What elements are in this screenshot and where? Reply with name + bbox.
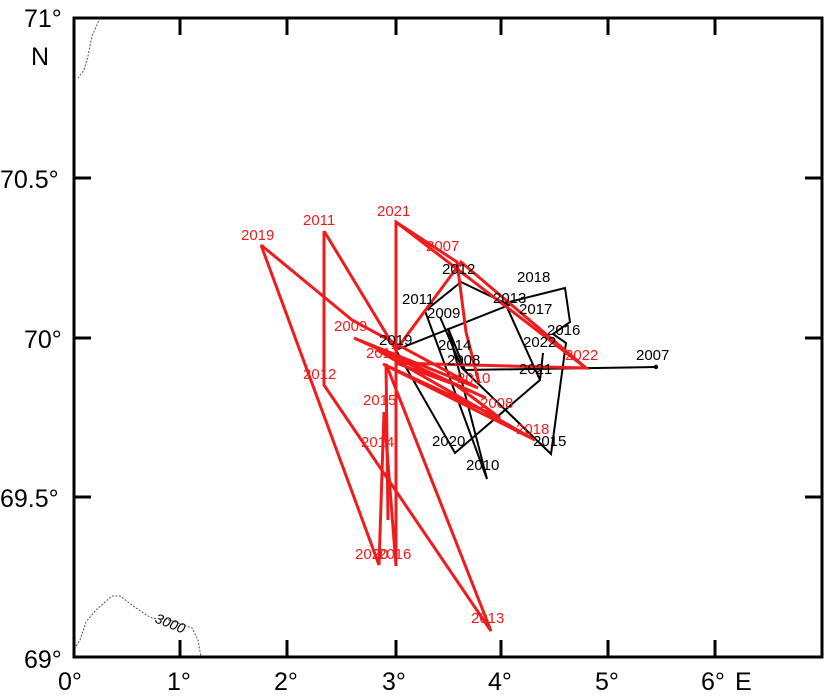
- red-label-2007: 2007: [426, 238, 459, 255]
- x-tick-1: 1°: [167, 668, 191, 696]
- red-label-2012: 2012: [303, 366, 336, 383]
- axis-ticks: [74, 18, 822, 657]
- black-year-labels: 2007 2008 2009 2010 2011 2012 2013 2014 …: [379, 261, 669, 474]
- black-label-2021: 2021: [519, 361, 552, 378]
- red-label-2017: 2017: [366, 345, 399, 362]
- red-label-2014: 2014: [361, 434, 394, 451]
- y-tick-71: 71°: [24, 5, 62, 33]
- x-tick-0: 0°: [58, 668, 82, 696]
- black-label-2020: 2020: [432, 433, 465, 450]
- black-label-2019: 2019: [379, 332, 412, 349]
- y-tick-69-5: 69.5°: [0, 485, 59, 513]
- y-tick-70-5: 70.5°: [0, 166, 59, 194]
- black-label-2011: 2011: [402, 291, 434, 308]
- black-label-2014: 2014: [438, 337, 471, 354]
- red-label-2008: 2008: [480, 395, 513, 412]
- depth-contour: [75, 17, 202, 658]
- red-label-2021: 2021: [377, 203, 410, 220]
- black-label-2007: 2007: [636, 347, 669, 364]
- x-tick-6: 6°: [701, 668, 725, 696]
- red-label-2016: 2016: [378, 546, 411, 563]
- y-unit-label: N: [31, 43, 49, 71]
- black-label-2018: 2018: [517, 269, 550, 286]
- black-label-2017: 2017: [519, 301, 552, 318]
- x-tick-2: 2°: [274, 668, 298, 696]
- x-tick-3: 3°: [382, 668, 406, 696]
- black-label-2010: 2010: [466, 457, 499, 474]
- black-label-2013: 2013: [493, 290, 526, 307]
- red-year-labels: 2019 2011 2021 2007 2009 2017 2012 2015 …: [241, 203, 598, 627]
- red-label-2011: 2011: [303, 212, 335, 229]
- x-axis-labels: 0° 1° 2° 3° 4° 5° 6° E: [58, 668, 752, 696]
- contour-label: 3000: [153, 610, 188, 637]
- x-tick-5: 5°: [595, 668, 619, 696]
- black-label-2016: 2016: [547, 322, 580, 339]
- red-label-2009: 2009: [334, 318, 367, 335]
- y-tick-69: 69°: [24, 646, 62, 674]
- red-track: [259, 219, 591, 632]
- red-label-2018: 2018: [516, 421, 549, 438]
- black-end-marker: [653, 364, 659, 370]
- red-label-2019: 2019: [241, 227, 274, 244]
- red-label-2015: 2015: [363, 392, 396, 409]
- red-label-2010: 2010: [457, 370, 490, 387]
- black-label-2015: 2015: [533, 433, 566, 450]
- red-label-2013: 2013: [471, 610, 504, 627]
- y-tick-70: 70°: [24, 326, 62, 354]
- red-label-2020: 2020: [355, 546, 388, 563]
- x-tick-4: 4°: [488, 668, 512, 696]
- x-unit-label: E: [735, 668, 752, 696]
- black-label-2022: 2022: [523, 334, 556, 351]
- red-label-2022: 2022: [565, 347, 598, 364]
- black-label-2008: 2008: [447, 352, 480, 369]
- y-axis-labels: 71° N 70.5° 70° 69.5° 69°: [0, 5, 62, 674]
- black-label-2012: 2012: [442, 261, 475, 278]
- black-label-2009: 2009: [427, 305, 460, 322]
